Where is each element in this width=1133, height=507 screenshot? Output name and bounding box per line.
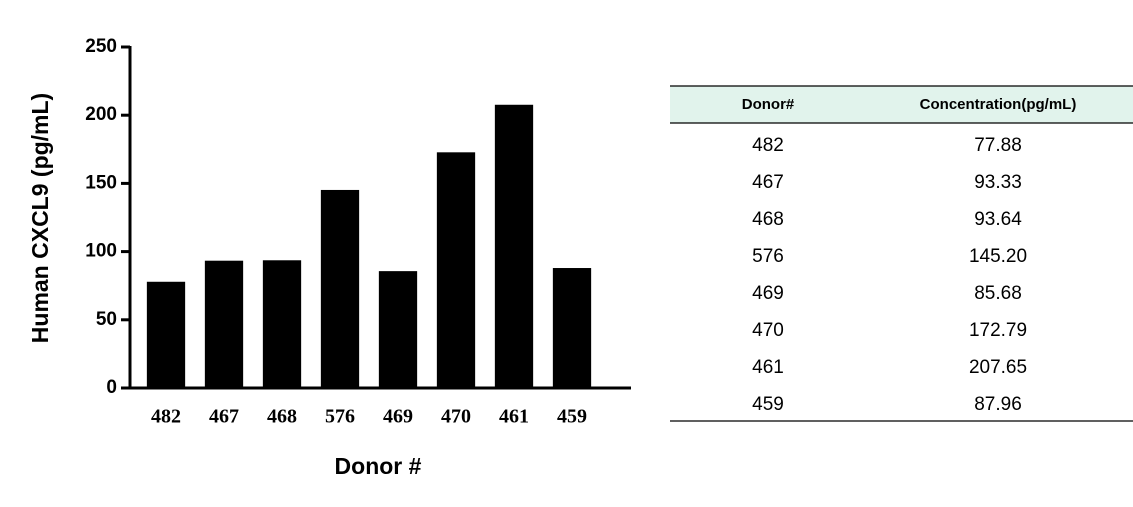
x-axis-title: Donor # (335, 453, 422, 479)
y-tick-label: 100 (85, 241, 117, 262)
y-tick-label: 200 (85, 104, 117, 125)
table-cell: 145.20 (969, 246, 1027, 267)
bar (146, 281, 186, 388)
table-cell: 87.96 (974, 394, 1022, 415)
bar (262, 260, 302, 388)
y-tick-label: 50 (96, 309, 117, 330)
bar (204, 260, 244, 388)
y-tick-label: 250 (85, 36, 117, 57)
y-tick-label: 0 (106, 377, 117, 398)
bar (494, 104, 534, 388)
table-cell: 467 (752, 172, 784, 193)
table-cell: 459 (752, 394, 784, 415)
x-tick-label: 469 (383, 406, 413, 428)
table-cell: 172.79 (969, 320, 1027, 341)
x-tick-label: 467 (209, 406, 239, 428)
bar (436, 152, 476, 388)
y-tick-label: 150 (85, 172, 117, 193)
table-cell: 85.68 (974, 283, 1022, 304)
table-cell: 77.88 (974, 135, 1022, 156)
x-tick-label: 482 (151, 406, 181, 428)
table-cell: 469 (752, 283, 784, 304)
table-header-cell: Donor# (742, 96, 795, 113)
table-header-cell: Concentration(pg/mL) (920, 96, 1077, 113)
table-cell: 482 (752, 135, 784, 156)
table-cell: 576 (752, 246, 784, 267)
table-cell: 93.64 (974, 209, 1022, 230)
bar (320, 189, 360, 388)
x-tick-label: 470 (441, 406, 471, 428)
bar (552, 268, 592, 388)
table-header-bg (670, 86, 1133, 123)
table-cell: 468 (752, 209, 784, 230)
x-tick-label: 459 (557, 406, 587, 428)
table-cell: 470 (752, 320, 784, 341)
x-tick-label: 468 (267, 406, 297, 428)
table-cell: 207.65 (969, 357, 1027, 378)
x-tick-label: 576 (325, 406, 355, 428)
bar (378, 271, 418, 388)
y-axis-title: Human CXCL9 (pg/mL) (27, 93, 53, 343)
table-cell: 461 (752, 357, 784, 378)
table-cell: 93.33 (974, 172, 1022, 193)
x-tick-label: 461 (499, 406, 529, 428)
